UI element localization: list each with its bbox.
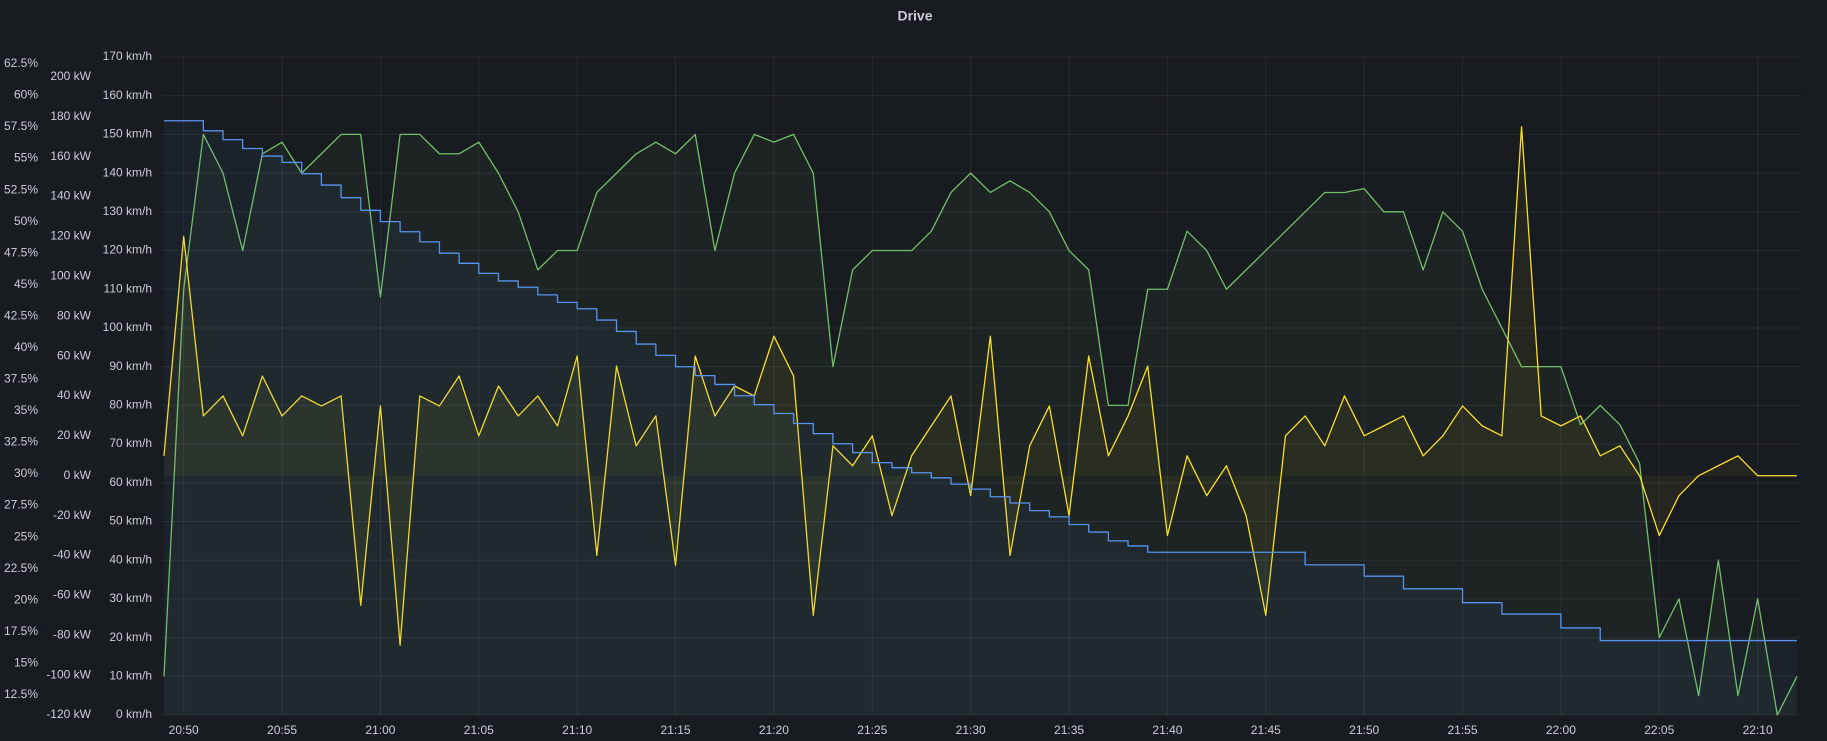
y-tick-label: 42.5% (4, 308, 38, 322)
x-tick-label: 21:40 (1152, 723, 1182, 737)
y-tick-label: 70 km/h (109, 436, 152, 450)
y-tick-label: 0 kW (64, 468, 92, 482)
y-tick-label: 35% (14, 403, 38, 417)
y-tick-label: 22.5% (4, 561, 38, 575)
y-tick-label: 140 kW (50, 189, 91, 203)
y-tick-label: 57.5% (4, 119, 38, 133)
y-tick-label: 180 kW (50, 109, 91, 123)
y-tick-label: 160 km/h (103, 88, 152, 102)
y-tick-label: 120 km/h (103, 243, 152, 257)
y-tick-label: 40% (14, 340, 38, 354)
y-tick-label: 25% (14, 529, 38, 543)
x-tick-label: 21:10 (562, 723, 592, 737)
y-tick-label: 90 km/h (109, 359, 152, 373)
x-tick-label: 21:15 (661, 723, 691, 737)
x-tick-label: 21:05 (464, 723, 494, 737)
series-line (163, 133, 1798, 716)
y-tick-label: 27.5% (4, 498, 38, 512)
series-area (164, 120, 1797, 715)
y-tick-label: 30 km/h (109, 591, 152, 605)
y-tick-label: -60 kW (53, 588, 92, 602)
y-tick-label: 60% (14, 88, 38, 102)
y-tick-label: 45% (14, 277, 38, 291)
x-tick-label: 22:10 (1743, 723, 1773, 737)
x-tick-label: 21:35 (1054, 723, 1084, 737)
x-tick-label: 20:55 (267, 723, 297, 737)
y-tick-label: 20 kW (57, 428, 92, 442)
y-tick-label: -40 kW (53, 548, 92, 562)
series-area (164, 134, 1797, 716)
y-tick-label: 200 kW (50, 69, 91, 83)
y-tick-label: 47.5% (4, 245, 38, 259)
x-tick-label: 22:00 (1546, 723, 1576, 737)
y-tick-label: 160 kW (50, 149, 91, 163)
series-line (164, 120, 1797, 642)
y-tick-label: 10 km/h (109, 668, 152, 682)
y-tick-label: 100 km/h (103, 320, 152, 334)
y-tick-label: 80 km/h (109, 398, 152, 412)
y-tick-label: 80 kW (57, 308, 92, 322)
x-tick-label: 21:20 (759, 723, 789, 737)
series-line (163, 126, 1797, 646)
x-tick-label: 21:55 (1448, 723, 1478, 737)
y-tick-label: -80 kW (53, 627, 92, 641)
y-tick-label: 170 km/h (103, 49, 152, 63)
y-tick-label: 20% (14, 592, 38, 606)
y-tick-label: 15% (14, 655, 38, 669)
x-tick-label: 21:00 (365, 723, 395, 737)
y-tick-label: 30% (14, 466, 38, 480)
y-tick-label: 120 kW (50, 229, 91, 243)
y-tick-label: 40 km/h (109, 552, 152, 566)
x-tick-label: 21:25 (857, 723, 887, 737)
y-tick-label: 40 kW (57, 388, 92, 402)
y-tick-label: 37.5% (4, 372, 38, 386)
y-tick-label: 60 kW (57, 348, 92, 362)
y-tick-label: -120 kW (46, 707, 91, 721)
y-tick-label: 110 km/h (104, 281, 152, 295)
x-tick-label: 22:05 (1644, 723, 1674, 737)
y-tick-label: 130 km/h (103, 204, 152, 218)
y-tick-label: 17.5% (4, 624, 38, 638)
chart-title: Drive (897, 8, 932, 24)
x-tick-label: 21:45 (1251, 723, 1281, 737)
y-tick-label: 12.5% (4, 687, 38, 701)
y-tick-label: 55% (14, 151, 38, 165)
y-tick-label: 62.5% (4, 56, 38, 70)
y-tick-label: 0 km/h (116, 707, 152, 721)
y-tick-label: 140 km/h (103, 165, 152, 179)
y-tick-label: 100 kW (50, 269, 91, 283)
y-tick-label: 150 km/h (103, 127, 152, 141)
x-tick-label: 20:50 (169, 723, 199, 737)
y-tick-label: 32.5% (4, 435, 38, 449)
y-tick-label: 60 km/h (109, 475, 152, 489)
y-tick-label: 52.5% (4, 182, 38, 196)
y-tick-label: -20 kW (53, 508, 92, 522)
y-tick-label: 50 km/h (109, 514, 152, 528)
y-tick-label: 20 km/h (109, 630, 152, 644)
y-tick-label: 50% (14, 214, 38, 228)
x-tick-label: 21:30 (956, 723, 986, 737)
x-tick-label: 21:50 (1349, 723, 1379, 737)
y-tick-label: -100 kW (46, 667, 91, 681)
